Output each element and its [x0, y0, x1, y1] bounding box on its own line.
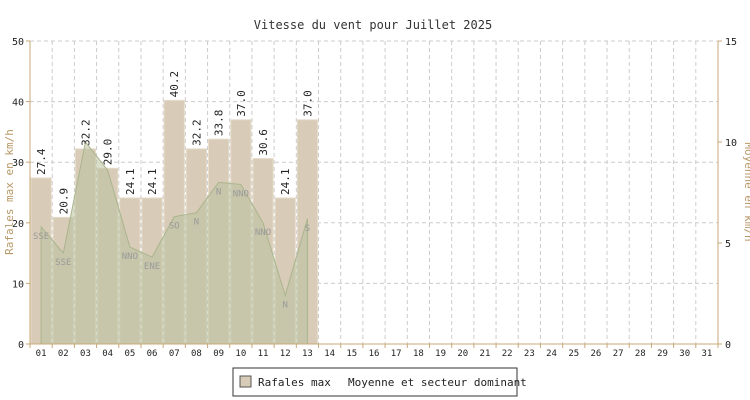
gust-value-label: 20.9 — [57, 188, 70, 215]
y-axis-label: Rafales max en km/h — [3, 129, 16, 255]
y-tick-label: 50 — [12, 37, 24, 48]
x-tick-label: 08 — [191, 349, 202, 359]
gust-value-label: 33.8 — [213, 110, 226, 137]
x-tick-label: 07 — [169, 349, 180, 359]
x-tick-label: 23 — [524, 349, 535, 359]
x-tick-label: 28 — [635, 349, 646, 359]
x-tick-label: 11 — [258, 349, 269, 359]
average-area — [40, 140, 308, 345]
x-tick-label: 03 — [80, 349, 91, 359]
x-tick-label: 13 — [302, 349, 313, 359]
x-tick-label: 22 — [502, 349, 513, 359]
x-tick-label: 06 — [147, 349, 158, 359]
x-tick-label: 31 — [701, 349, 712, 359]
gust-value-label: 24.1 — [146, 168, 159, 195]
gust-value-label: 24.1 — [124, 168, 137, 195]
x-tick-label: 12 — [280, 349, 291, 359]
x-tick-label: 21 — [480, 349, 491, 359]
sector-label: ENE — [144, 262, 160, 272]
x-tick-label: 30 — [679, 349, 690, 359]
legend-label-gusts: Rafales max — [258, 376, 331, 389]
sector-label: SO — [169, 222, 180, 232]
y2-axis-label: Moyenne en km/h — [742, 142, 750, 241]
gust-value-label: 32.2 — [190, 119, 203, 146]
legend-swatch-gusts — [239, 375, 252, 388]
x-tick-label: 10 — [235, 349, 246, 359]
x-tick-label: 15 — [346, 349, 357, 359]
x-tick-label: 17 — [391, 349, 402, 359]
gust-value-label: 32.2 — [79, 119, 92, 146]
x-tick-label: 04 — [102, 349, 113, 359]
legend-box — [232, 367, 518, 397]
gust-value-label: 40.2 — [168, 71, 181, 98]
sector-label: N — [216, 187, 221, 197]
y-tick-label: 40 — [12, 98, 24, 109]
x-tick-label: 14 — [324, 349, 335, 359]
sector-label: NNO — [233, 189, 249, 199]
gust-value-label: 27.4 — [35, 148, 48, 175]
x-tick-label: 16 — [369, 349, 380, 359]
x-tick-label: 27 — [613, 349, 624, 359]
y2-tick-label: 5 — [725, 239, 731, 250]
sector-label: N — [283, 301, 288, 311]
gust-value-label: 30.6 — [257, 129, 270, 156]
x-tick-label: 24 — [546, 349, 557, 359]
y-tick-label: 30 — [12, 158, 24, 169]
x-tick-label: 20 — [457, 349, 468, 359]
chart-title: Vitesse du vent pour Juillet 2025 — [254, 18, 492, 32]
x-tick-label: 02 — [58, 349, 69, 359]
sector-label: NNO — [255, 228, 271, 238]
x-tick-label: 29 — [657, 349, 668, 359]
y-tick-label: 10 — [12, 279, 24, 290]
plot-area: SSE SSE NNO ENE SO N N NNO NNO N S 27.4 20.9 32.2 29.0… — [12, 37, 737, 359]
legend-label-average: Moyenne et secteur dominant — [348, 376, 527, 389]
x-tick-label: 26 — [591, 349, 602, 359]
x-tick-label: 01 — [36, 349, 47, 359]
gust-value-label: 37.0 — [235, 90, 248, 117]
y2-tick-label: 10 — [725, 138, 737, 149]
sector-label: N — [194, 218, 199, 228]
gust-value-label: 24.1 — [279, 168, 292, 195]
sector-label: S — [305, 224, 310, 234]
y-tick-label: 0 — [18, 340, 24, 351]
sector-label: SSE — [55, 258, 71, 268]
sector-label: NNO — [122, 252, 138, 262]
x-tick-label: 05 — [124, 349, 135, 359]
x-tick-label: 09 — [213, 349, 224, 359]
sector-label: SSE — [33, 232, 49, 242]
y2-tick-label: 15 — [725, 37, 737, 48]
gust-value-label: 37.0 — [301, 90, 314, 117]
legend: Rafales max Moyenne et secteur dominant — [232, 367, 527, 397]
y-tick-label: 20 — [12, 219, 24, 230]
x-tick-label: 25 — [568, 349, 579, 359]
gust-value-label: 29.0 — [102, 139, 115, 166]
x-tick-label: 18 — [413, 349, 424, 359]
y2-tick-label: 0 — [725, 340, 731, 351]
x-tick-label: 19 — [435, 349, 446, 359]
